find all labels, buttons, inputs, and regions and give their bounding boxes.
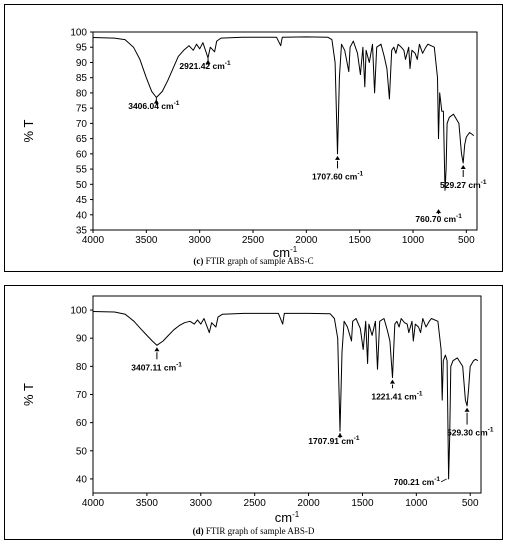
- x-tick-label: 3500: [135, 235, 158, 246]
- annotation-arrowhead: [389, 379, 395, 384]
- annotation-arrow: [440, 478, 447, 483]
- ftir-chart-d: 4000 3500 3000 2500 2000 1500 1000 500 40 50 60 70 8…: [21, 295, 494, 525]
- annotation-arrowhead: [464, 407, 470, 412]
- annotation-arrowhead: [153, 99, 159, 104]
- x-tick-label: 2500: [244, 498, 267, 509]
- x-tick-label: 1000: [402, 235, 425, 246]
- y-axis-label: % T: [21, 120, 36, 143]
- y-tick-label: 95: [76, 43, 88, 54]
- peak-label-text: 1221.41 cm: [371, 391, 417, 401]
- ftir-chart-c: 4000 3500 3000 2500 2000 1500 1000 500 35 40 45 50 5…: [21, 28, 487, 261]
- x-tick-label: 3000: [189, 235, 212, 246]
- peak-label: 529.30 cm-1: [447, 427, 494, 438]
- x-tick-label: 4000: [82, 498, 105, 509]
- annotation-arrowhead: [436, 209, 442, 214]
- annotation-arrowhead: [460, 164, 466, 169]
- y-tick-label: 80: [76, 362, 88, 373]
- y-tick-label: 100: [70, 28, 87, 39]
- plot-frame: [92, 295, 482, 494]
- peak-label-text: 700.21 cm: [394, 477, 435, 487]
- caption-label-c: (c): [193, 256, 204, 266]
- peak-label-sup: -1: [176, 361, 182, 368]
- peak-label-text: 2921.42 cm: [179, 61, 225, 71]
- caption-text-c: FTIR graph of sample ABS-C: [203, 256, 314, 266]
- plot-frame: [92, 31, 478, 231]
- peak-label-sup: -1: [481, 179, 487, 186]
- y-tick-label: 50: [76, 446, 88, 457]
- peak-label-text: 760.70 cm: [415, 214, 456, 224]
- peak-label: 529.27 cm-1: [440, 179, 487, 190]
- peak-label: 2921.42 cm-1: [179, 60, 231, 71]
- caption-c: (c) FTIR graph of sample ABS-C: [5, 256, 502, 266]
- y-tick-label: 80: [76, 88, 88, 99]
- y-tick-label: 60: [76, 418, 88, 429]
- peak-label-sup: -1: [456, 213, 462, 220]
- peak-label-sup: -1: [357, 170, 363, 177]
- peak-label: 3407.11 cm-1: [131, 361, 182, 372]
- x-tick-label: 4000: [82, 235, 105, 246]
- x-axis-label-text: cm: [273, 245, 290, 260]
- peak-label-sup: -1: [354, 435, 360, 442]
- y-tick-label: 100: [70, 306, 87, 317]
- ftir-spectrum-line: [92, 311, 479, 480]
- peak-label-text: 529.30 cm: [447, 428, 488, 438]
- peak-label-text: 3406.04 cm: [128, 101, 174, 111]
- y-tick-label: 40: [76, 210, 88, 221]
- y-tick-label: 65: [76, 134, 88, 145]
- caption-label-d: (d): [192, 526, 204, 536]
- x-tick-label: 1500: [349, 235, 372, 246]
- y-tick-label: 40: [76, 474, 88, 485]
- ftir-panel-d: 4000 3500 3000 2500 2000 1500 1000 500 40 50 60 70 8…: [4, 285, 503, 540]
- x-axis-label-text: cm: [275, 510, 292, 525]
- peak-label: 760.70 cm-1: [415, 213, 462, 224]
- caption-d: (d) FTIR graph of sample ABS-D: [5, 526, 502, 536]
- annotation-arrowhead: [205, 59, 211, 64]
- x-axis-label: cm-1: [275, 510, 300, 525]
- annotation-arrowhead: [337, 433, 343, 438]
- x-axis-label-sup: -1: [290, 245, 298, 254]
- y-tick-label: 35: [76, 226, 88, 237]
- peak-label-text: 3407.11 cm: [131, 362, 176, 372]
- y-tick-label: 55: [76, 165, 88, 176]
- caption-text-d: FTIR graph of sample ABS-D: [203, 526, 315, 536]
- peak-label-text: 1707.91 cm: [308, 436, 354, 446]
- y-tick-label: 70: [76, 390, 88, 401]
- y-tick-label: 70: [76, 119, 88, 130]
- x-tick-label: 1000: [405, 498, 428, 509]
- peak-label-sup: -1: [434, 476, 440, 483]
- x-axis-label-sup: -1: [292, 510, 300, 519]
- y-tick-label: 50: [76, 180, 88, 191]
- x-tick-label: 3500: [136, 498, 159, 509]
- peak-label-text: 529.27 cm: [440, 180, 481, 190]
- x-tick-label: 2500: [242, 235, 265, 246]
- x-tick-label: 500: [458, 235, 475, 246]
- ftir-panel-c: 4000 3500 3000 2500 2000 1500 1000 500 35 40 45 50 5…: [4, 4, 503, 272]
- peak-label-sup: -1: [225, 60, 231, 67]
- y-tick-label: 90: [76, 334, 88, 345]
- peak-label: 3406.04 cm-1: [128, 100, 180, 111]
- x-tick-label: 500: [462, 498, 479, 509]
- y-tick-label: 85: [76, 73, 88, 84]
- peak-label-sup: -1: [174, 100, 180, 107]
- x-tick-label: 1500: [351, 498, 374, 509]
- peak-label: 700.21 cm-1: [394, 476, 441, 487]
- x-axis-label: cm-1: [273, 245, 298, 260]
- y-tick-label: 60: [76, 149, 88, 160]
- y-tick-label: 90: [76, 58, 88, 69]
- peak-label-sup: -1: [488, 427, 494, 434]
- peak-label: 1707.60 cm-1: [312, 170, 364, 181]
- peak-label: 1707.91 cm-1: [308, 435, 360, 446]
- y-tick-label: 45: [76, 195, 88, 206]
- y-tick-label: 75: [76, 104, 88, 115]
- y-axis-label: % T: [21, 383, 36, 406]
- peak-label-sup: -1: [417, 390, 423, 397]
- peak-label: 1221.41 cm-1: [371, 390, 423, 401]
- annotation-arrowhead: [335, 155, 341, 160]
- x-tick-label: 3000: [190, 498, 213, 509]
- ftir-spectrum-line: [92, 36, 475, 191]
- annotation-arrowhead: [154, 347, 160, 352]
- x-tick-label: 2000: [297, 498, 320, 509]
- x-tick-label: 2000: [295, 235, 318, 246]
- peak-label-text: 1707.60 cm: [312, 171, 358, 181]
